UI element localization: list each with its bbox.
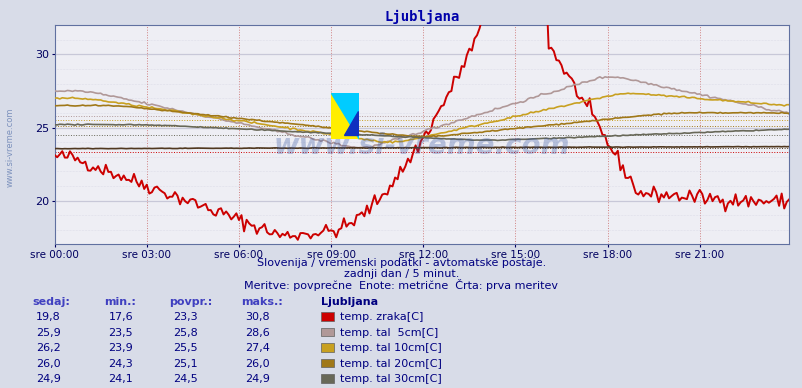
Text: temp. zraka[C]: temp. zraka[C] <box>340 312 423 322</box>
Text: 26,2: 26,2 <box>36 343 61 353</box>
Text: 27,4: 27,4 <box>245 343 269 353</box>
Text: 26,0: 26,0 <box>36 359 61 369</box>
Text: 24,9: 24,9 <box>245 374 269 384</box>
Text: 28,6: 28,6 <box>245 327 269 338</box>
Text: temp. tal 30cm[C]: temp. tal 30cm[C] <box>340 374 442 384</box>
Text: povpr.:: povpr.: <box>168 296 212 307</box>
Text: Ljubljana: Ljubljana <box>321 296 378 307</box>
Text: www.si-vreme.com: www.si-vreme.com <box>273 132 569 160</box>
Text: 26,0: 26,0 <box>245 359 269 369</box>
Text: 24,5: 24,5 <box>172 374 197 384</box>
Text: 17,6: 17,6 <box>108 312 133 322</box>
Text: 30,8: 30,8 <box>245 312 269 322</box>
Text: 25,9: 25,9 <box>36 327 61 338</box>
Text: 25,5: 25,5 <box>172 343 197 353</box>
Text: 23,3: 23,3 <box>172 312 197 322</box>
Text: sedaj:: sedaj: <box>32 296 70 307</box>
Text: 19,8: 19,8 <box>36 312 61 322</box>
Text: Slovenija / vremenski podatki - avtomatske postaje.: Slovenija / vremenski podatki - avtomats… <box>257 258 545 268</box>
Text: temp. tal 20cm[C]: temp. tal 20cm[C] <box>340 359 442 369</box>
Text: maks.:: maks.: <box>241 296 282 307</box>
Text: 24,1: 24,1 <box>108 374 133 384</box>
Title: Ljubljana: Ljubljana <box>384 10 459 24</box>
Polygon shape <box>343 111 358 135</box>
Text: temp. tal 10cm[C]: temp. tal 10cm[C] <box>340 343 442 353</box>
Polygon shape <box>330 93 358 139</box>
Text: 25,8: 25,8 <box>172 327 197 338</box>
Text: 25,1: 25,1 <box>172 359 197 369</box>
Polygon shape <box>330 93 358 139</box>
Text: 24,3: 24,3 <box>108 359 133 369</box>
Text: 23,5: 23,5 <box>108 327 133 338</box>
Text: temp. tal  5cm[C]: temp. tal 5cm[C] <box>340 327 438 338</box>
Text: 24,9: 24,9 <box>36 374 61 384</box>
Text: min.:: min.: <box>104 296 136 307</box>
Text: 23,9: 23,9 <box>108 343 133 353</box>
Text: www.si-vreme.com: www.si-vreme.com <box>6 108 15 187</box>
Text: Meritve: povprečne  Enote: metrične  Črta: prva meritev: Meritve: povprečne Enote: metrične Črta:… <box>244 279 558 291</box>
Text: zadnji dan / 5 minut.: zadnji dan / 5 minut. <box>343 269 459 279</box>
